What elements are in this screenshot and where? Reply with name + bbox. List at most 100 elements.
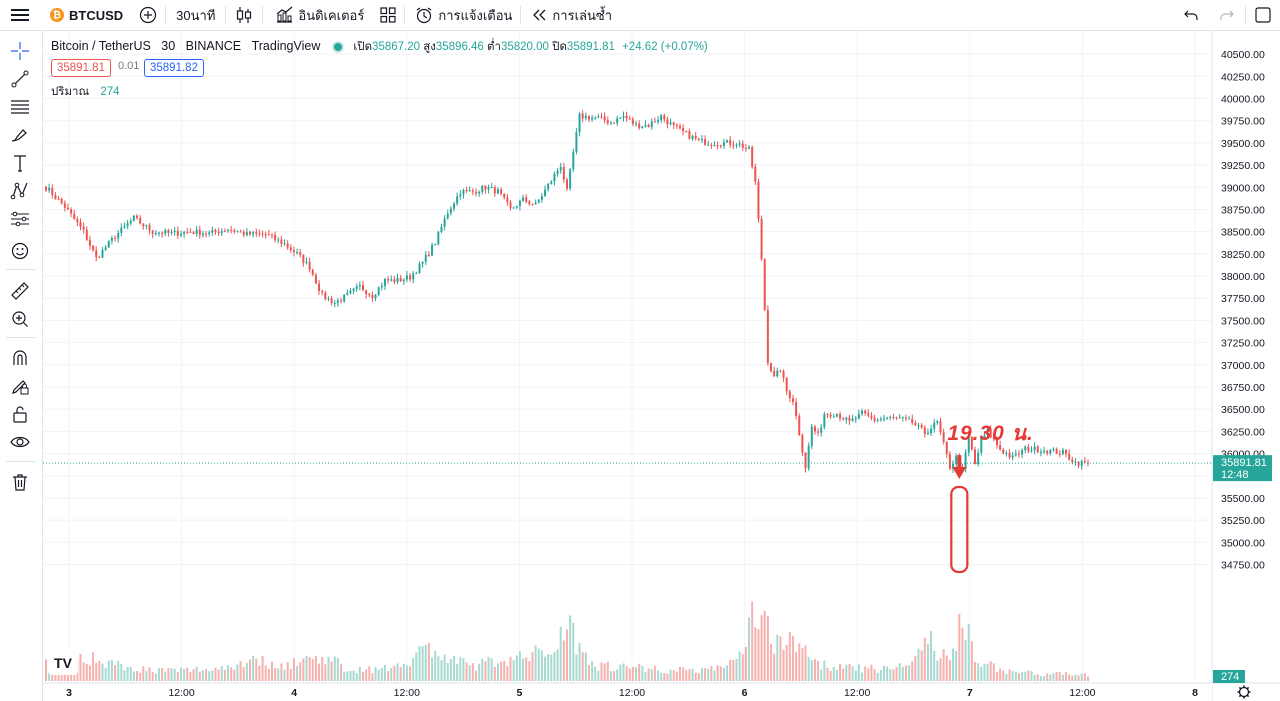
volume-bar xyxy=(641,665,644,681)
fib-tool[interactable] xyxy=(8,95,32,119)
chart-type-button[interactable] xyxy=(226,0,262,30)
ruler-tool[interactable] xyxy=(8,279,32,303)
candle-body xyxy=(487,187,490,190)
lock-tool[interactable] xyxy=(8,402,32,426)
candle-body xyxy=(318,283,321,292)
candle-body xyxy=(468,190,471,192)
text-tool[interactable] xyxy=(8,151,32,175)
candle-body xyxy=(735,144,738,146)
volume-bar xyxy=(1055,671,1058,681)
volume-bar xyxy=(107,660,110,681)
price-tick-label: 39250.00 xyxy=(1221,160,1265,172)
tradingview-logo[interactable]: TV xyxy=(48,651,78,675)
pattern-tool[interactable] xyxy=(8,179,32,203)
candle-body xyxy=(672,122,675,125)
candle-body xyxy=(760,218,763,259)
visibility-tool[interactable] xyxy=(8,430,32,454)
templates-button[interactable] xyxy=(372,0,404,30)
candle-body xyxy=(167,230,170,233)
volume-bar xyxy=(898,663,901,681)
legend-title[interactable]: Bitcoin / TetherUS xyxy=(51,39,151,53)
interval-label: 30นาที xyxy=(176,7,216,23)
volume-bar xyxy=(104,667,107,681)
candle-body xyxy=(57,198,60,200)
indicators-button[interactable]: อินดิเคเตอร์ xyxy=(263,0,372,30)
volume-bar xyxy=(117,661,120,681)
candle-body xyxy=(861,410,864,414)
candle-body xyxy=(700,139,703,141)
alert-button[interactable]: การแจ้งเตือน xyxy=(405,0,520,30)
fullscreen-button[interactable] xyxy=(1246,0,1280,30)
candle-body xyxy=(867,413,870,416)
candle-body xyxy=(713,145,716,147)
volume-bar xyxy=(722,667,725,681)
buy-price-button[interactable]: 35891.82 xyxy=(144,59,204,77)
candle-body xyxy=(198,229,201,236)
volume-bar xyxy=(619,664,622,681)
candle-body xyxy=(1002,449,1005,454)
volume-bar xyxy=(647,668,650,681)
volume-bar xyxy=(933,650,936,681)
candle-body xyxy=(481,185,484,192)
volume-bar xyxy=(1074,674,1077,681)
volume-bar xyxy=(575,654,578,681)
magnet-tool[interactable] xyxy=(8,346,32,370)
candles-icon xyxy=(236,6,252,24)
redo-button[interactable] xyxy=(1209,0,1245,30)
volume-bar xyxy=(252,655,255,681)
candle-body xyxy=(453,203,456,209)
candle-body xyxy=(270,234,273,236)
candle-body xyxy=(977,452,980,464)
candle-body xyxy=(1083,460,1086,463)
replay-button[interactable]: การเล่นซ้ำ xyxy=(521,0,620,30)
volume-bar xyxy=(807,657,810,681)
market-status-icon[interactable] xyxy=(333,42,342,51)
sidebar-divider xyxy=(6,269,36,270)
price-axis: 40500.00 40250.00 40000.00 39750.00 39500.00… xyxy=(1211,31,1280,701)
volume-bar xyxy=(92,652,95,681)
replay-label: การเล่นซ้ำ xyxy=(552,7,612,23)
emoji-tool[interactable] xyxy=(8,239,32,263)
volume-bar xyxy=(572,622,575,681)
trendline-tool[interactable] xyxy=(8,67,32,91)
lock-drawings-tool[interactable] xyxy=(8,374,32,398)
volume-bar xyxy=(383,664,386,681)
undo-button[interactable] xyxy=(1173,0,1209,30)
symbol-search-button[interactable]: ₿ BTCUSD xyxy=(40,0,131,30)
forecast-tool[interactable] xyxy=(8,207,32,231)
volume-bar xyxy=(415,652,418,681)
volume-bar xyxy=(682,667,685,681)
volume-bar xyxy=(697,673,700,681)
time-tick-label: 5 xyxy=(516,687,522,699)
candle-body xyxy=(616,118,619,123)
indicators-label: อินดิเคเตอร์ xyxy=(298,7,365,23)
candle-body xyxy=(139,218,142,224)
volume-bar xyxy=(1033,674,1036,681)
menu-button[interactable] xyxy=(0,0,40,30)
candle-body xyxy=(333,302,336,304)
sell-price-button[interactable]: 35891.81 xyxy=(51,59,111,77)
volume-bar xyxy=(886,666,889,681)
add-symbol-button[interactable] xyxy=(131,0,165,30)
volume-bar xyxy=(782,649,785,681)
candle-body xyxy=(770,363,773,371)
last-volume-value: 274 xyxy=(1221,671,1239,683)
interval-button[interactable]: 30นาที xyxy=(166,0,225,30)
volume-bar xyxy=(164,671,167,681)
candle-body xyxy=(675,124,678,127)
volume-bar xyxy=(371,673,374,681)
crosshair-tool[interactable] xyxy=(8,39,32,63)
candle-body xyxy=(327,298,330,300)
volume-bar xyxy=(179,667,182,681)
volume-bar xyxy=(261,656,264,681)
volume-bar xyxy=(597,670,600,681)
candle-body xyxy=(544,189,547,197)
open-value: 35867.20 xyxy=(372,41,421,53)
candle-body xyxy=(236,231,239,233)
forecast-icon xyxy=(10,209,30,229)
volume-bar xyxy=(795,652,798,681)
brush-tool[interactable] xyxy=(8,123,32,147)
remove-drawings-tool[interactable] xyxy=(8,470,32,494)
zoom-tool[interactable] xyxy=(8,307,32,331)
